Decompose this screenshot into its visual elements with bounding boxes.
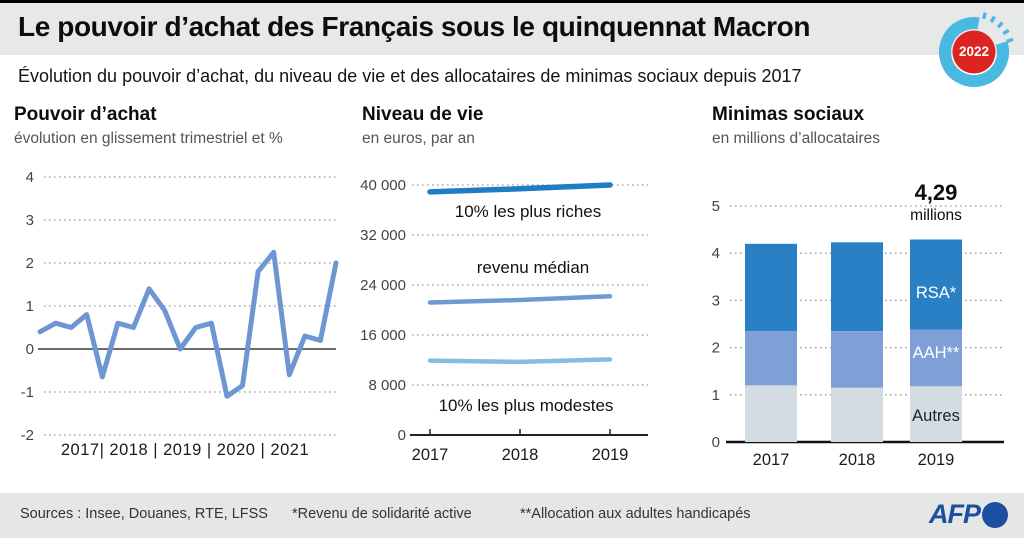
chart-niveau-de-vie-subtitle: en euros, par an <box>362 130 475 147</box>
svg-text:24 000: 24 000 <box>360 277 406 294</box>
top-rule <box>0 0 1024 3</box>
svg-text:0: 0 <box>712 434 720 451</box>
svg-text:10% les plus riches: 10% les plus riches <box>455 202 601 221</box>
title-band <box>0 3 1024 55</box>
svg-text:2019: 2019 <box>918 451 955 469</box>
svg-text:AAH**: AAH** <box>913 344 960 362</box>
aah-footnote: **Allocation aux adultes handicapés <box>520 506 751 522</box>
page-title: Le pouvoir d’achat des Français sous le … <box>18 11 811 42</box>
svg-text:-1: -1 <box>21 384 34 401</box>
svg-text:millions: millions <box>910 207 962 224</box>
svg-text:32 000: 32 000 <box>360 227 406 244</box>
svg-text:1: 1 <box>712 387 720 404</box>
svg-text:0: 0 <box>398 427 406 444</box>
svg-text:0: 0 <box>26 341 34 358</box>
svg-text:8 000: 8 000 <box>368 377 406 394</box>
chart-pouvoir-achat-title: Pouvoir d’achat <box>14 104 157 125</box>
svg-text:40 000: 40 000 <box>360 177 406 194</box>
svg-text:4: 4 <box>26 169 34 186</box>
svg-text:3: 3 <box>26 212 34 229</box>
chart-niveau-de-vie-title: Niveau de vie <box>362 104 484 125</box>
chart-minimas-sociaux-title: Minimas sociaux <box>712 104 865 125</box>
rsa-footnote: *Revenu de solidarité active <box>292 506 472 522</box>
sources-note: Sources : Insee, Douanes, RTE, LFSS <box>20 506 268 522</box>
svg-text:revenu médian: revenu médian <box>477 258 589 277</box>
badge-year-label: 2022 <box>959 44 989 59</box>
svg-text:4,29: 4,29 <box>915 180 958 205</box>
svg-text:-2: -2 <box>21 427 34 444</box>
pouvoir-achat-line-chart: 4 3 2 1 0 -1 -2 <box>21 169 339 444</box>
footer-band: Sources : Insee, Douanes, RTE, LFSS *Rev… <box>0 493 1024 538</box>
pouvoir-achat-x-axis-years: 2017| 2018 | 2019 | 2020 | 2021 <box>60 441 310 459</box>
niveau-de-vie-line-chart: 40 000 32 000 24 000 16 000 8 000 0 10% les pl… <box>360 177 648 464</box>
afp-logo: AFP <box>929 499 1008 530</box>
svg-text:Autres: Autres <box>912 407 960 425</box>
chart-pouvoir-achat-subtitle: évolution en glissement trimestriel et % <box>14 130 283 147</box>
svg-text:2018: 2018 <box>502 446 539 464</box>
svg-text:2: 2 <box>712 340 720 357</box>
svg-text:10% les plus modestes: 10% les plus modestes <box>439 396 614 415</box>
afp-logo-dot-icon <box>982 501 1008 528</box>
afp-logo-text: AFP <box>929 499 981 529</box>
svg-text:1: 1 <box>26 298 34 315</box>
minimas-sociaux-bar-chart: 5 4 3 2 1 0 2017 2018 2019 4,29 millions Autres AAH*… <box>712 180 1004 469</box>
page-subtitle: Évolution du pouvoir d’achat, du niveau … <box>18 66 802 86</box>
svg-text:2: 2 <box>26 255 34 272</box>
year-2022-badge: 2022 <box>939 12 1014 87</box>
svg-text:16 000: 16 000 <box>360 327 406 344</box>
svg-text:4: 4 <box>712 245 720 262</box>
svg-text:2017: 2017 <box>412 446 449 464</box>
svg-text:2018: 2018 <box>839 451 876 469</box>
svg-text:2019: 2019 <box>592 446 629 464</box>
svg-text:3: 3 <box>712 292 720 309</box>
svg-text:5: 5 <box>712 198 720 215</box>
svg-text:2017: 2017 <box>753 451 790 469</box>
svg-text:RSA*: RSA* <box>916 284 957 302</box>
chart-minimas-sociaux-subtitle: en millions d’allocataires <box>712 130 880 147</box>
